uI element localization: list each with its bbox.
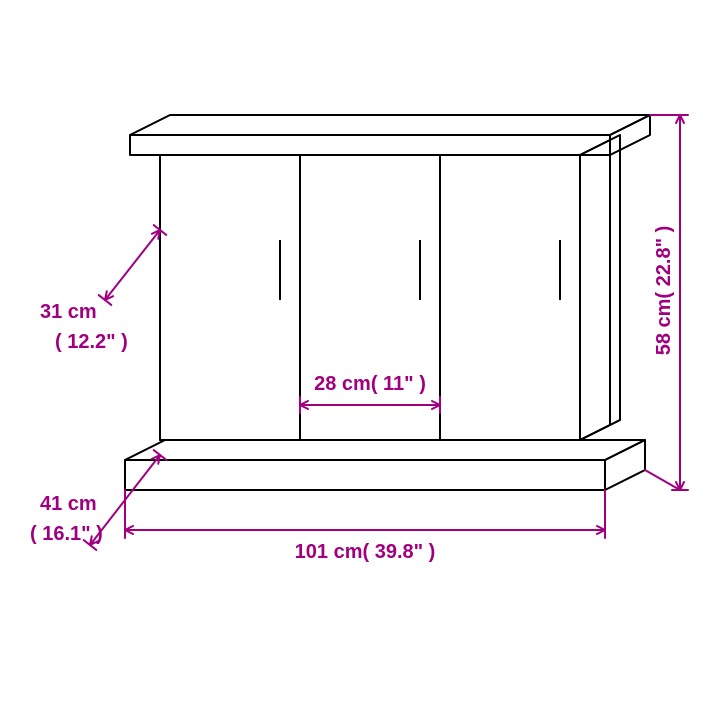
dim-depth-imperial: ( 16.1" ) [30,523,103,545]
dim-doorh-metric: 31 cm [40,301,97,323]
dim-height-label: 58 cm( 22.8" ) [653,226,675,356]
dim-depth-metric: 41 cm [40,493,97,515]
dim-doorw-label: 28 cm( 11" ) [314,373,426,395]
dim-doorh-imperial: ( 12.2" ) [55,331,128,353]
dim-width-label: 101 cm( 39.8" ) [295,541,436,563]
